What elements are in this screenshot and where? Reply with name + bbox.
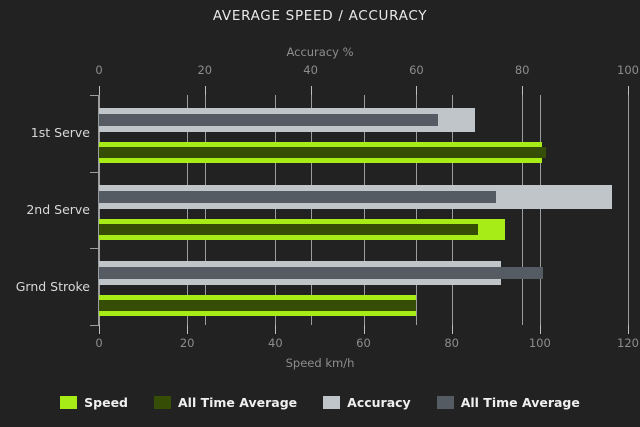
tick-label: 40 (303, 63, 318, 77)
category-tick (90, 171, 99, 173)
gridline (275, 95, 277, 325)
tick-label: 40 (268, 336, 283, 350)
legend-label: All Time Average (460, 395, 580, 410)
tick-label: 20 (179, 336, 195, 350)
legend-item-4[interactable]: All Time Average (436, 395, 580, 410)
tick-mark (628, 325, 629, 334)
category-tick (90, 248, 99, 250)
bar-accuracy-alltime-2 (99, 190, 496, 203)
gridline (99, 95, 100, 325)
tick-label: 20 (197, 63, 213, 77)
tick-mark (628, 86, 629, 95)
legend-swatch-icon (323, 396, 341, 409)
bar-accuracy-alltime-1 (99, 114, 438, 126)
tick-label: 0 (95, 63, 103, 77)
tick-mark (275, 325, 277, 334)
category-label-2: 2nd Serve (26, 202, 90, 217)
tick-label: 60 (356, 336, 371, 350)
gridline (204, 95, 206, 325)
top-axis-title: Accuracy % (286, 45, 354, 59)
legend-swatch-icon (60, 396, 78, 409)
bar-speed-alltime-3 (99, 300, 417, 312)
tick-label: 120 (617, 336, 639, 350)
legend-item-2[interactable]: All Time Average (154, 395, 297, 410)
legend-label: All Time Average (178, 395, 298, 410)
bar-speed-alltime-1 (99, 147, 547, 158)
gridline (363, 95, 365, 325)
chart-title: AVERAGE SPEED / ACCURACY (212, 8, 428, 24)
tick-label: 80 (444, 336, 459, 350)
bar-accuracy-alltime-3 (99, 267, 544, 280)
tick-mark (310, 86, 312, 95)
tick-label: 80 (514, 63, 530, 77)
tick-mark (539, 325, 541, 334)
gridline (416, 95, 418, 325)
tick-label: 0 (95, 336, 103, 350)
legend-item-1[interactable]: Speed (60, 395, 128, 410)
category-tick (90, 325, 99, 326)
plot-area (99, 95, 629, 325)
tick-mark (204, 86, 206, 95)
tick-mark (363, 325, 365, 334)
tick-mark (187, 325, 189, 334)
tick-label: 100 (528, 336, 551, 350)
legend-label: Speed (84, 395, 128, 410)
tick-mark (99, 86, 100, 95)
gridline (522, 95, 524, 325)
legend-swatch-icon (154, 396, 171, 409)
category-label-1: 1st Serve (30, 125, 90, 141)
gridline (451, 95, 453, 325)
category-tick (90, 95, 99, 96)
tick-mark (451, 325, 453, 334)
gridline (187, 95, 189, 325)
tick-mark (416, 86, 418, 95)
legend-label: Accuracy (347, 395, 411, 410)
legend-item-3[interactable]: Accuracy (323, 395, 411, 410)
tick-label: 60 (409, 63, 424, 77)
category-label-3: Grnd Stroke (15, 278, 90, 294)
bar-speed-alltime-2 (99, 223, 479, 235)
tick-mark (522, 86, 524, 95)
bottom-axis-title: Speed km/h (285, 356, 355, 370)
gridline (539, 95, 541, 325)
tick-label: 100 (617, 63, 639, 77)
gridline (628, 95, 629, 325)
tick-mark (99, 325, 100, 334)
y-axis-line (98, 95, 99, 325)
legend-swatch-icon (436, 396, 454, 409)
legend: Speed All Time Average Accuracy All Time Av… (0, 395, 640, 410)
gridline (310, 95, 312, 325)
